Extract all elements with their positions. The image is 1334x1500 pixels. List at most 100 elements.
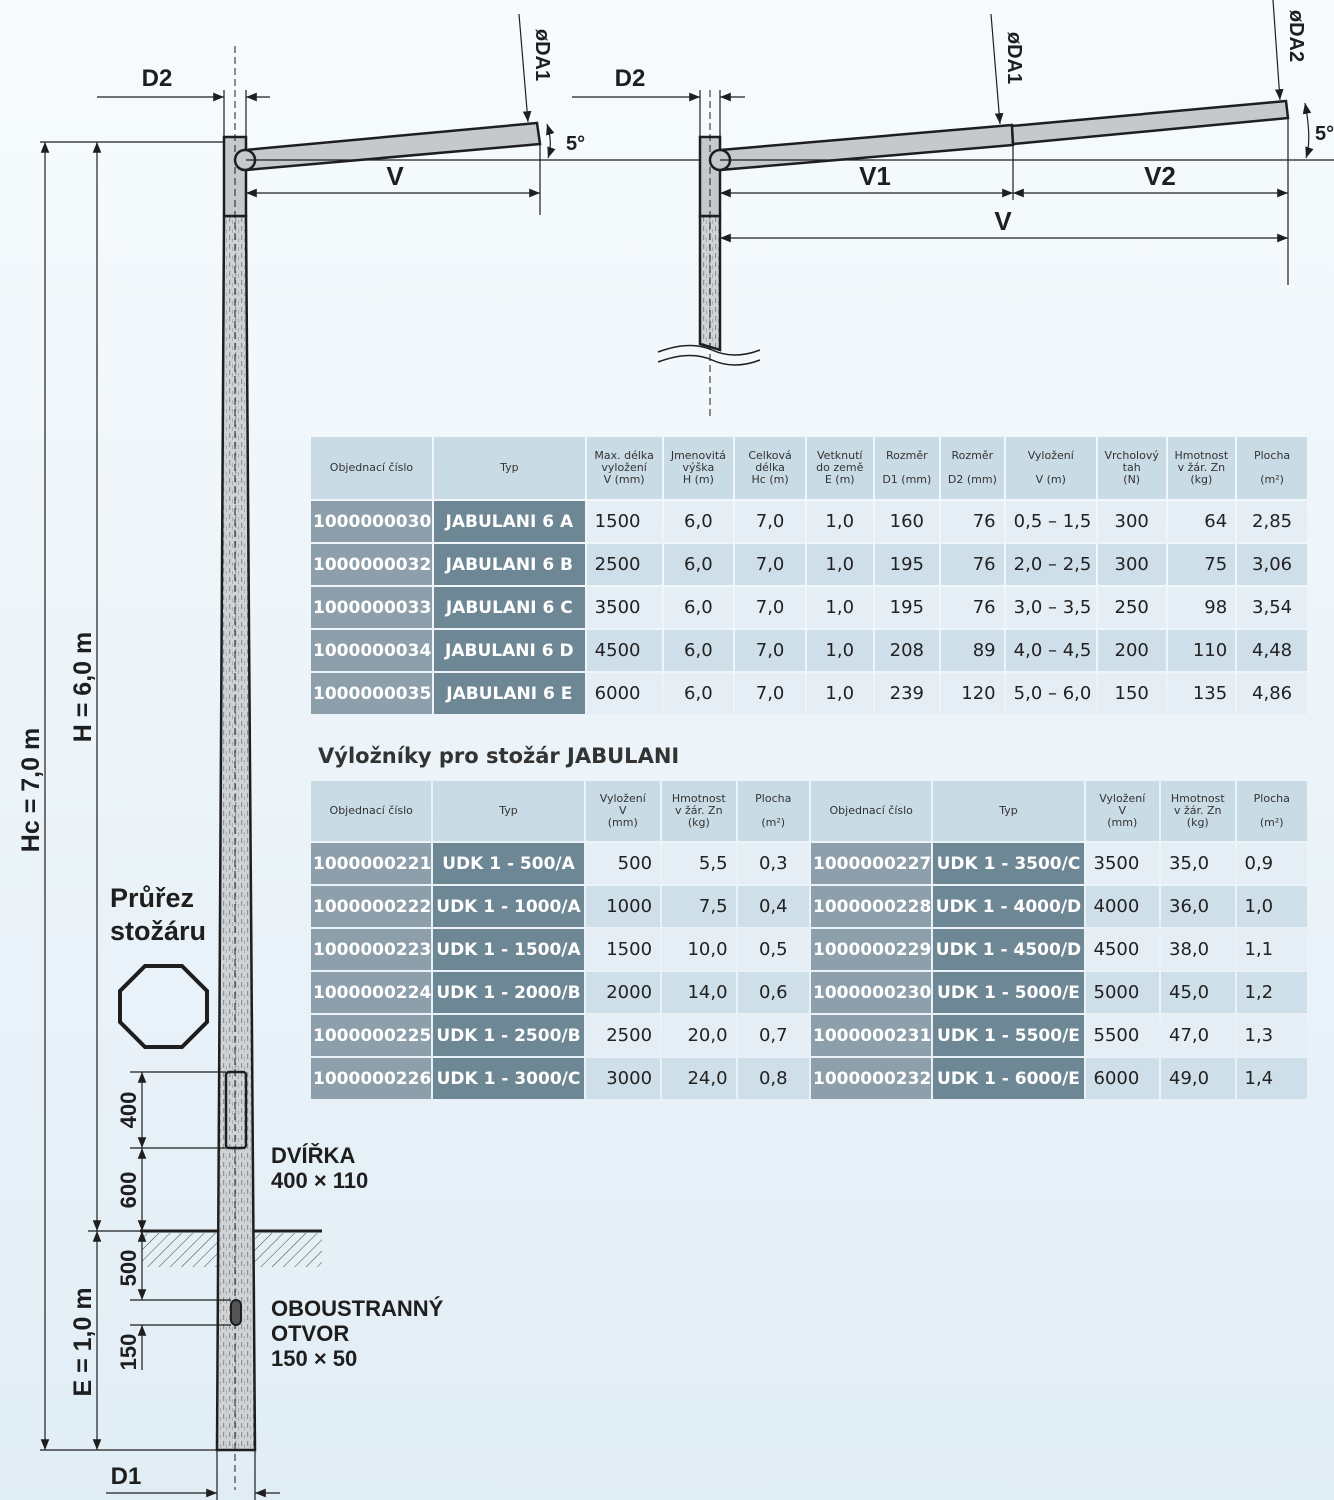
- masts-table-cell: 76: [941, 501, 1004, 542]
- arms-table-cell: 47,0: [1161, 1015, 1235, 1056]
- masts-table-cell: 7,0: [735, 501, 805, 542]
- masts-table-header-cell: Hmotnost v žár. Zn (kg): [1167, 437, 1236, 499]
- masts-table-header-cell: Plocha (m²): [1237, 437, 1307, 499]
- masts-table-cell: 300: [1097, 544, 1166, 585]
- octagon-cross-section: [118, 964, 209, 1049]
- arms-table-cell: UDK 1 - 2500/B: [433, 1015, 584, 1056]
- arms-table-cell: 36,0: [1161, 886, 1235, 927]
- arms-table-header: Objednací číslo Typ Vyložení V (mm) Hmotnost v…: [311, 781, 1307, 841]
- arms-table-cell: UDK 1 - 6000/E: [933, 1058, 1084, 1099]
- arms-table-header-line: (mm): [607, 816, 638, 829]
- arms-table-cell: 3000: [585, 1058, 661, 1099]
- masts-table-cell: 135: [1167, 673, 1236, 714]
- masts-table-cell: 250: [1097, 587, 1166, 628]
- masts-table-header: Objednací číslo Typ Max. délka vyložení V (m…: [311, 437, 1307, 499]
- arms-table-header-line: Typ: [499, 804, 518, 817]
- masts-table-row: 1000000030 JABULANI 6 A 1500 6,0 7,0 1,0 160 76…: [311, 501, 1307, 542]
- arms-table-header-cell: Hmotnost v žár. Zn (kg): [1161, 781, 1235, 841]
- arms-table-cell: 1000: [585, 886, 661, 927]
- arms-table-cell: 1000000225: [311, 1015, 432, 1056]
- arms-table-cell: 1000000223: [311, 929, 432, 970]
- d2-left-label: D2: [142, 65, 173, 92]
- arms-table-cell: 0,9: [1236, 843, 1307, 884]
- arms-table-cell: 49,0: [1161, 1058, 1235, 1099]
- masts-table-cell: 75: [1167, 544, 1236, 585]
- v-total-label: V: [994, 206, 1012, 236]
- arms-section-title: Výložníky pro stožár JABULANI: [318, 744, 680, 768]
- masts-table-header-line: Rozměr: [951, 449, 994, 462]
- masts-table-cell: 150: [1097, 673, 1166, 714]
- masts-table-cell: 1000000034: [311, 630, 432, 671]
- masts-table-header-line: vyložení: [601, 461, 647, 474]
- arms-table-cell: UDK 1 - 5000/E: [933, 972, 1084, 1013]
- masts-table-header-line: E (m): [824, 473, 855, 486]
- arms-table-row: 1000000223 UDK 1 - 1500/A 1500 10,0 0,5 10000…: [311, 929, 1307, 970]
- arms-table-cell: 1000000229: [810, 929, 932, 970]
- arms-table-cell: 1000000230: [810, 972, 932, 1013]
- arms-table-header-line: Objednací číslo: [829, 804, 913, 817]
- arms-table-header-line: Plocha: [755, 792, 792, 805]
- masts-table-cell: 1000000035: [311, 673, 432, 714]
- cross-section-label: Průřez stožáru: [110, 883, 207, 946]
- arms-table-cell: 2500: [585, 1015, 661, 1056]
- arms-table-cell: 0,4: [737, 886, 809, 927]
- masts-table-cell: 7,0: [735, 630, 805, 671]
- masts-table-header-line: Vyložení: [1027, 449, 1074, 462]
- dim-400-label: 400: [116, 1092, 141, 1129]
- masts-table-header-cell: Max. délka vyložení V (mm): [586, 437, 662, 499]
- arms-table-header-line: V: [619, 804, 627, 817]
- masts-table-header-line: Vetknutí: [817, 449, 863, 462]
- arms-table-header-cell: Objednací číslo: [311, 781, 432, 841]
- arms-table-cell: UDK 1 - 4000/D: [933, 886, 1084, 927]
- masts-table-cell: 5,0 – 6,0: [1005, 673, 1096, 714]
- masts-table-header-line: V (mm): [603, 473, 645, 486]
- arms-table-cell: 1500: [585, 929, 661, 970]
- arms-table-cell: 0,8: [737, 1058, 809, 1099]
- arms-table-cell: UDK 1 - 2000/B: [433, 972, 584, 1013]
- masts-table-cell: 3500: [586, 587, 662, 628]
- arms-table-cell: 500: [585, 843, 661, 884]
- masts-table-cell: 3,54: [1237, 587, 1307, 628]
- masts-table-cell: 1500: [586, 501, 662, 542]
- arms-table-header-line: Vyložení: [599, 792, 646, 805]
- masts-table-header-line: Vrcholový: [1104, 449, 1159, 462]
- masts-table-header-line: H (m): [682, 473, 714, 486]
- masts-table-header-cell: Vyložení V (m): [1005, 437, 1096, 499]
- d1-label: D1: [111, 1463, 142, 1490]
- arms-table-row: 1000000226 UDK 1 - 3000/C 3000 24,0 0,8 10000…: [311, 1058, 1307, 1099]
- da1-left-label: øDA1: [531, 29, 553, 81]
- masts-table-cell: 7,0: [735, 587, 805, 628]
- arms-table-header-line: Objednací číslo: [329, 804, 413, 817]
- masts-table-cell: 98: [1167, 587, 1236, 628]
- masts-table-cell: 3,06: [1237, 544, 1307, 585]
- arms-table-cell: 4500: [1085, 929, 1159, 970]
- arms-table-cell: 0,3: [737, 843, 809, 884]
- masts-table-header-line: do země: [816, 461, 864, 474]
- da2-label: øDA2: [1285, 10, 1307, 62]
- masts-table-cell: 1,0: [806, 673, 873, 714]
- arms-table-cell: UDK 1 - 3000/C: [433, 1058, 584, 1099]
- mast-detail-right: [657, 90, 1290, 420]
- masts-table-header-line: D2 (mm): [947, 473, 997, 486]
- masts-table-row: 1000000033 JABULANI 6 C 3500 6,0 7,0 1,0 195 76…: [311, 587, 1307, 628]
- arms-table-header-line: (m²): [1259, 816, 1284, 829]
- arms-table-header-cell: Vyložení V (mm): [585, 781, 661, 841]
- masts-table-header-line: tah: [1122, 461, 1141, 474]
- arms-table-header-line: Plocha: [1253, 792, 1290, 805]
- arms-table-cell: UDK 1 - 5500/E: [933, 1015, 1084, 1056]
- arms-table-cell: 1000000222: [311, 886, 432, 927]
- v2-label: V2: [1144, 161, 1176, 191]
- arms-table-cell: UDK 1 - 500/A: [433, 843, 584, 884]
- masts-table: Objednací číslo Typ Max. délka vyložení V (m…: [309, 435, 1309, 716]
- masts-table-cell: 2500: [586, 544, 662, 585]
- arms-table-cell: 1000000227: [810, 843, 932, 884]
- masts-table-cell: 1,0: [806, 501, 873, 542]
- arms-table-cell: 1,0: [1236, 886, 1307, 927]
- masts-table-header-line: v žár. Zn: [1177, 461, 1226, 474]
- masts-table-cell: JABULANI 6 A: [433, 501, 585, 542]
- masts-table-cell: 7,0: [735, 673, 805, 714]
- masts-table-cell: 6,0: [663, 673, 734, 714]
- masts-table-cell: 4,0 – 4,5: [1005, 630, 1096, 671]
- masts-table-cell: 2,85: [1237, 501, 1307, 542]
